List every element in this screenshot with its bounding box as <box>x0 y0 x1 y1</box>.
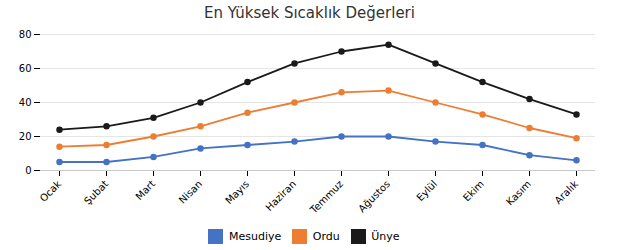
svg-text:Ağustos: Ağustos <box>356 178 392 214</box>
svg-text:Şubat: Şubat <box>82 178 110 206</box>
svg-text:40: 40 <box>19 97 32 108</box>
svg-text:Nisan: Nisan <box>177 178 205 206</box>
svg-text:60: 60 <box>19 63 32 74</box>
svg-text:Mayıs: Mayıs <box>223 178 251 206</box>
svg-text:Temmuz: Temmuz <box>307 178 345 216</box>
html-text:Ordu: Ordu <box>312 230 340 243</box>
svg-text:20: 20 <box>19 131 32 142</box>
svg-text:Ekim: Ekim <box>461 178 486 203</box>
svg-text:Eylül: Eylül <box>414 178 439 203</box>
svg-text:Ocak: Ocak <box>38 178 64 204</box>
svg-text:Kasım: Kasım <box>504 178 533 207</box>
svg-text:Haziran: Haziran <box>263 178 298 213</box>
svg-text:80: 80 <box>19 29 32 40</box>
svg-text:0: 0 <box>25 165 31 176</box>
svg-text:Mart: Mart <box>133 178 157 202</box>
svg-text:Aralık: Aralık <box>552 178 580 206</box>
html-text:Mesudiye: Mesudiye <box>229 230 282 243</box>
html-text:Ünye: Ünye <box>371 230 400 243</box>
html-text:En Yüksek Sıcaklık Değerleri: En Yüksek Sıcaklık Değerleri <box>204 4 415 22</box>
